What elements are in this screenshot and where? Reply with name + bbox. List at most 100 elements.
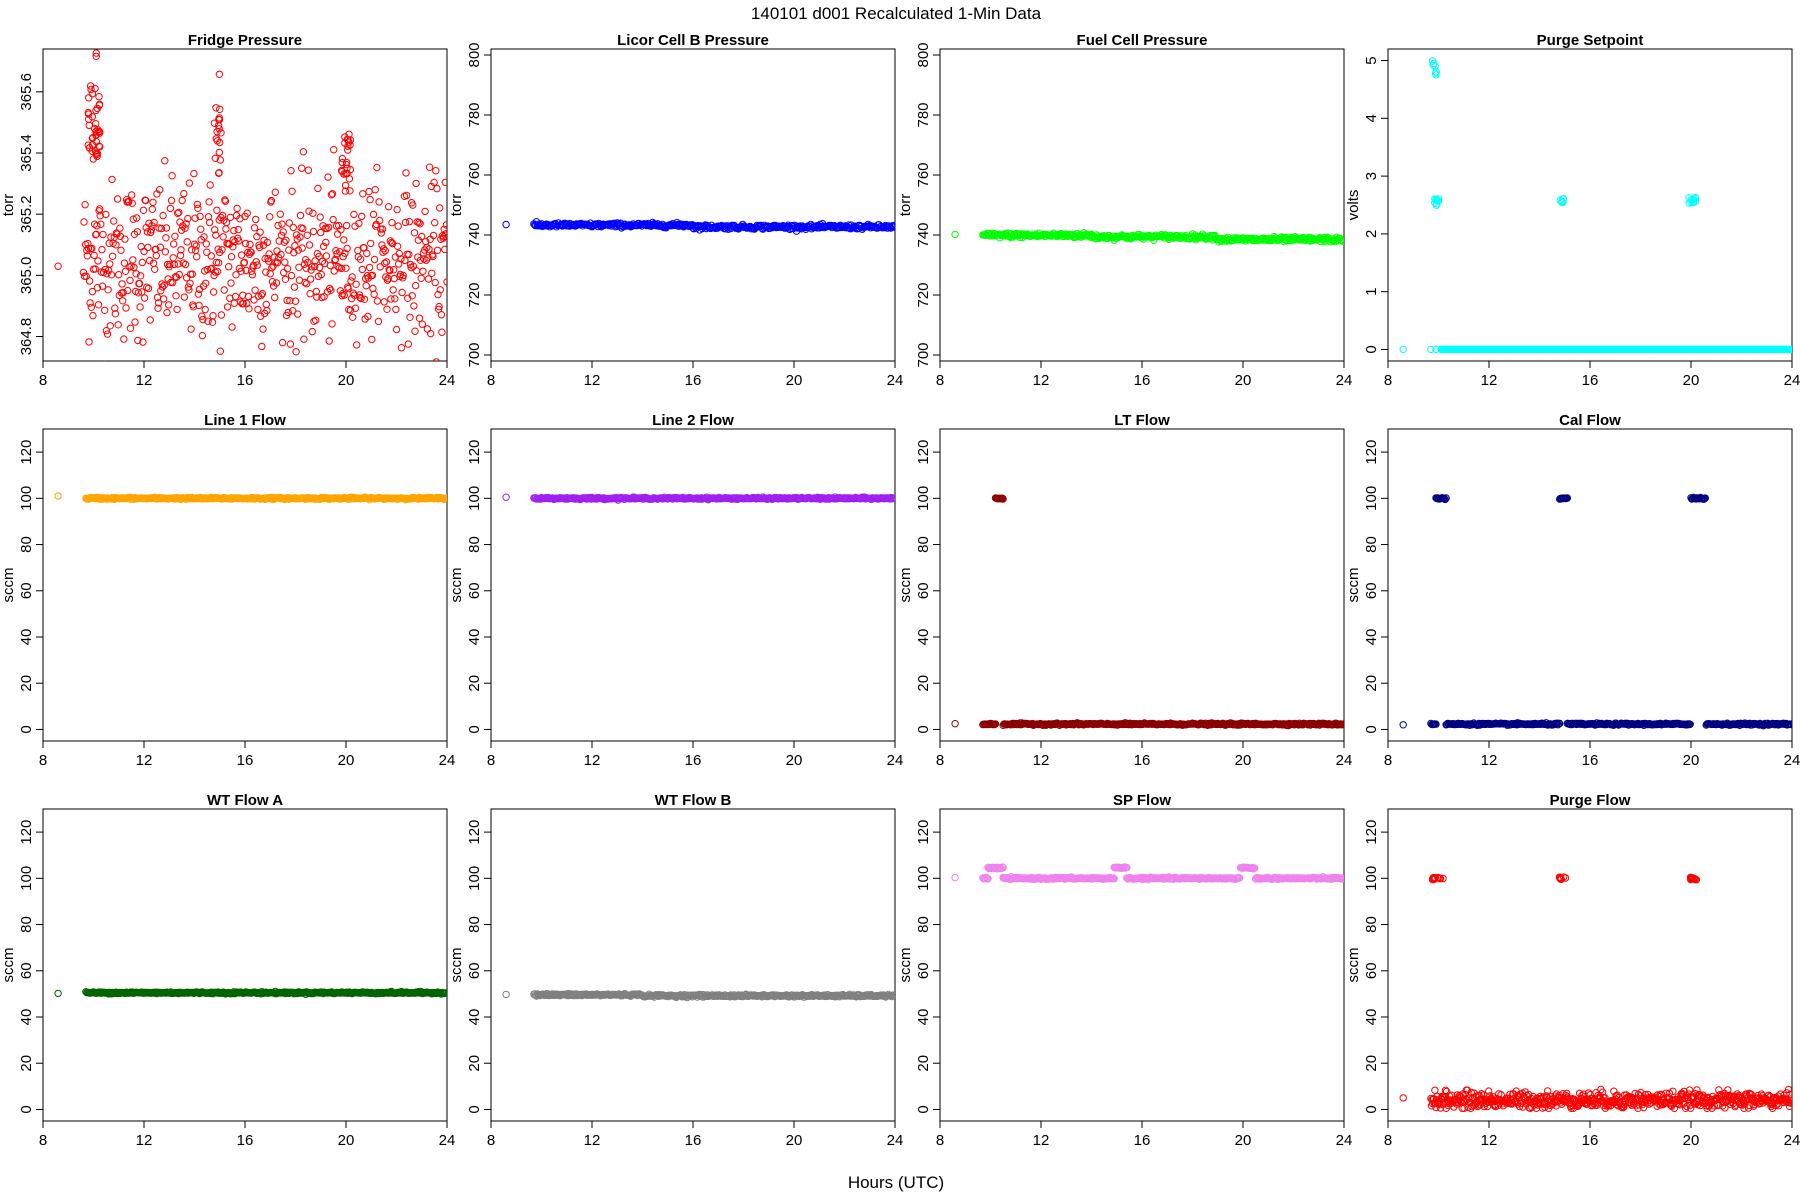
data-point <box>365 263 374 272</box>
data-point <box>416 256 425 264</box>
data-point <box>277 395 283 401</box>
data-point <box>328 320 336 328</box>
data-point <box>1030 874 1039 882</box>
series-points <box>54 49 447 401</box>
plot-frame <box>42 808 448 1122</box>
data-point <box>323 224 331 233</box>
data-point <box>415 218 423 227</box>
data-point <box>386 237 394 245</box>
data-point <box>342 158 351 167</box>
data-point <box>151 265 159 273</box>
data-point <box>288 187 296 196</box>
data-point <box>423 325 432 333</box>
data-point <box>292 348 300 356</box>
data-point <box>1430 59 1438 68</box>
data-point <box>102 360 106 361</box>
data-point <box>405 217 414 226</box>
series-points <box>502 989 895 1002</box>
data-point <box>301 278 309 287</box>
y-tick-label: 100 <box>18 866 35 891</box>
y-tick-label: 120 <box>1363 440 1380 465</box>
x-tick-label: 8 <box>487 752 495 769</box>
data-point <box>329 215 337 224</box>
data-point <box>1690 198 1698 207</box>
y-tick-label: 740 <box>466 222 483 247</box>
x-tick-label: 24 <box>1336 752 1353 769</box>
data-point <box>397 255 405 263</box>
y-tick-label: 720 <box>915 282 932 307</box>
data-point <box>1686 720 1694 728</box>
data-point <box>147 226 156 234</box>
data-point <box>1554 721 1562 729</box>
data-point <box>152 251 161 260</box>
data-point <box>233 204 241 213</box>
data-point <box>144 284 153 293</box>
data-point <box>119 297 127 305</box>
data-point <box>124 286 132 295</box>
data-point <box>283 296 291 305</box>
plot-frame <box>939 48 1345 362</box>
data-point <box>138 288 146 296</box>
data-point <box>982 873 990 882</box>
y-tick-label: 365.2 <box>18 195 35 233</box>
x-tick-label: 24 <box>1784 752 1800 769</box>
data-point <box>951 230 959 239</box>
data-point <box>276 210 284 218</box>
data-point <box>350 210 358 219</box>
series-points <box>502 493 895 504</box>
y-axis-label: sccm <box>448 948 465 983</box>
data-point <box>1427 345 1435 354</box>
data-point <box>174 260 182 268</box>
data-point <box>327 191 336 199</box>
data-point <box>228 323 236 331</box>
data-point <box>190 240 199 248</box>
data-point <box>158 283 167 291</box>
data-point <box>84 141 92 149</box>
y-tick-label: 20 <box>18 675 35 692</box>
data-point <box>201 305 209 314</box>
y-tick-label: 700 <box>915 342 932 367</box>
data-point <box>221 197 230 205</box>
data-point <box>437 311 446 319</box>
data-point <box>227 253 236 261</box>
x-tick-label: 24 <box>887 752 904 769</box>
y-tick-label: 80 <box>915 916 932 933</box>
data-point <box>286 297 294 305</box>
data-point <box>376 216 384 225</box>
data-point <box>154 299 163 307</box>
panel-title: Licor Cell B Pressure <box>617 32 769 49</box>
data-point <box>107 233 115 241</box>
data-point <box>270 253 278 261</box>
data-point <box>82 272 90 280</box>
data-point <box>97 220 105 229</box>
data-point <box>441 245 447 254</box>
data-point <box>91 265 99 273</box>
data-point <box>290 283 299 291</box>
data-point <box>315 252 323 261</box>
data-point <box>215 148 224 157</box>
data-point <box>1337 236 1344 244</box>
data-point <box>389 286 397 294</box>
data-point <box>415 314 424 322</box>
y-axis-label: sccm <box>1345 568 1362 603</box>
data-point <box>1699 495 1708 503</box>
y-tick-label: 40 <box>18 629 35 646</box>
data-point <box>442 989 447 997</box>
y-tick-label: 780 <box>466 102 483 127</box>
panel-title: LT Flow <box>1114 412 1170 429</box>
data-point <box>115 271 123 279</box>
data-point <box>157 287 165 295</box>
y-tick-label: 700 <box>466 342 483 367</box>
y-tick-label: 5 <box>1363 56 1380 64</box>
data-point <box>189 303 198 311</box>
y-tick-label: 100 <box>915 486 932 511</box>
data-point <box>336 248 344 256</box>
x-tick-label: 16 <box>237 752 254 769</box>
data-point <box>274 221 282 230</box>
data-point <box>340 170 348 178</box>
data-point <box>395 249 403 258</box>
data-point <box>272 279 281 287</box>
data-point <box>239 291 247 299</box>
